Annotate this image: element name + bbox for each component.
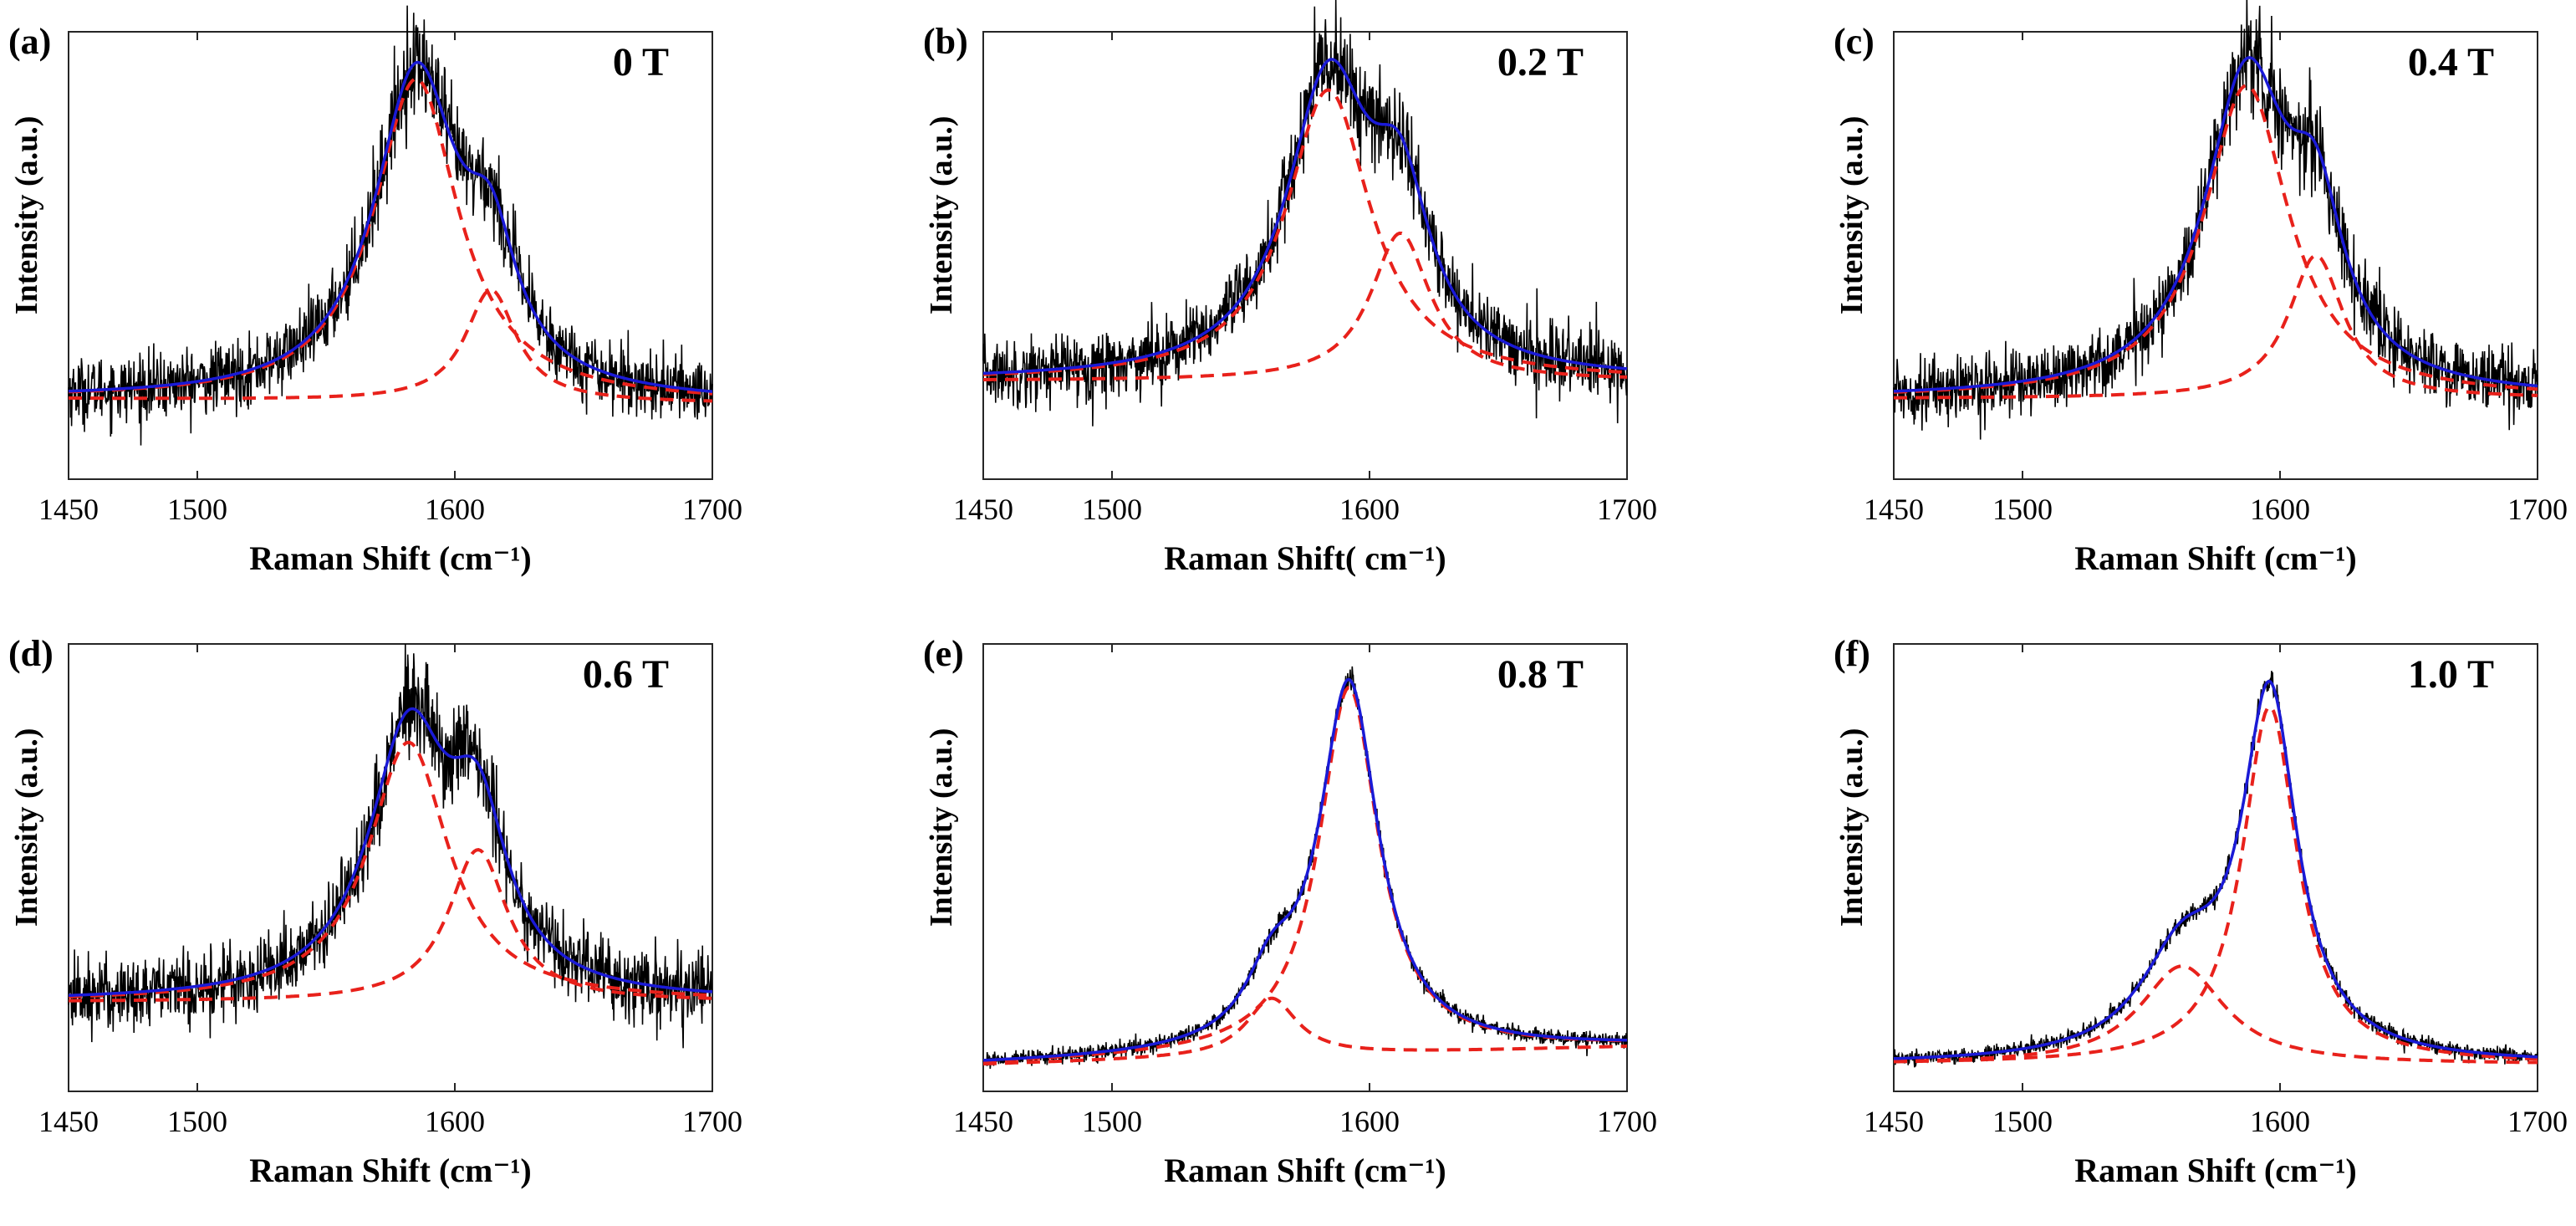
total-fit-line [982, 677, 1627, 1062]
x-tick-label: 1600 [1339, 1105, 1400, 1138]
lorentzian-component-1 [68, 77, 713, 396]
plot-frame [982, 643, 1628, 1092]
measured-data-line [1893, 671, 2538, 1068]
lorentzian-component-2 [1894, 253, 2538, 400]
x-tick-label: 1700 [682, 1105, 742, 1138]
x-tick-label: 1500 [167, 493, 227, 526]
chart-panel-f: 1450 1500 1600 1700 Raman Shift (cm⁻¹) Intens… [1834, 633, 2568, 1189]
field-label: 0 T [613, 40, 669, 84]
field-label: 0.8 T [1497, 652, 1584, 697]
panel-label: (c) [1834, 21, 1875, 62]
x-tick-label: 1500 [1992, 1105, 2053, 1138]
x-tick-label: 1450 [38, 1105, 99, 1138]
x-tick-label: 1500 [1082, 493, 1142, 526]
x-axis-label: Raman Shift (cm⁻¹) [1164, 1152, 1446, 1189]
x-axis-label: Raman Shift (cm⁻¹) [249, 539, 532, 577]
lorentzian-component-1 [1893, 84, 2538, 394]
plot-frame [982, 31, 1628, 480]
total-fit-line [1893, 56, 2538, 393]
lorentzian-component-2 [1893, 964, 2538, 1065]
x-tick-label: 1500 [1082, 1105, 1142, 1138]
x-axis-label: Raman Shift (cm⁻¹) [2074, 539, 2357, 577]
plot-frame [68, 31, 713, 480]
x-tick-label: 1450 [1864, 1105, 1924, 1138]
total-fit-line [68, 60, 713, 393]
plot-frame [1893, 31, 2538, 480]
measured-data-line [68, 5, 713, 446]
measured-data-line [982, 666, 1628, 1070]
x-tick-label: 1700 [682, 493, 742, 526]
x-tick-label: 1500 [1992, 493, 2053, 526]
x-tick-label: 1700 [1597, 493, 1657, 526]
x-tick-label: 1600 [1339, 493, 1400, 526]
panel-label: (f) [1834, 633, 1870, 674]
lorentzian-component-2 [982, 996, 1627, 1066]
lorentzian-component-2 [69, 288, 713, 403]
field-label: 0.6 T [583, 652, 669, 697]
field-label: 1.0 T [2408, 652, 2494, 697]
x-tick-label: 1700 [1597, 1105, 1657, 1138]
y-axis-label: Intensity (a.u.) [1834, 116, 1870, 315]
lorentzian-component-1 [68, 740, 713, 999]
y-axis-label: Intensity (a.u.) [1834, 728, 1870, 927]
x-tick-label: 1450 [953, 493, 1013, 526]
x-tick-label: 1700 [2507, 1105, 2568, 1138]
total-fit-line [68, 707, 713, 998]
panel-label: (b) [923, 21, 968, 62]
y-axis-label: Intensity (a.u.) [9, 116, 44, 315]
plot-frame [1893, 643, 2538, 1092]
chart-panel-d: 1450 1500 1600 1700 Raman Shift (cm⁻¹) Intens… [8, 633, 742, 1189]
lorentzian-component-1 [1894, 704, 2538, 1064]
x-tick-label: 1700 [2507, 493, 2568, 526]
y-axis-label: Intensity (a.u.) [9, 728, 44, 927]
chart-panel-c: 1450 1500 1600 1700 Raman Shift (cm⁻¹) Intens… [1834, 0, 2568, 577]
measured-data-line [1893, 0, 2538, 440]
x-tick-label: 1600 [425, 1105, 485, 1138]
panel-label: (d) [8, 633, 54, 674]
chart-panel-e: 1450 1500 1600 1700 Raman Shift (cm⁻¹) Intens… [923, 633, 1657, 1189]
x-axis-label: Raman Shift (cm⁻¹) [2074, 1152, 2357, 1189]
x-tick-label: 1450 [953, 1105, 1013, 1138]
x-tick-label: 1450 [1864, 493, 1924, 526]
x-axis-label: Raman Shift (cm⁻¹) [249, 1152, 532, 1189]
lorentzian-component-2 [983, 231, 1627, 381]
y-axis-label: Intensity (a.u.) [924, 728, 959, 927]
lorentzian-component-1 [982, 686, 1627, 1063]
x-axis-label: Raman Shift( cm⁻¹) [1164, 539, 1446, 577]
x-tick-label: 1600 [425, 493, 485, 526]
field-label: 0.2 T [1497, 40, 1584, 84]
plot-frame [68, 643, 713, 1092]
chart-panel-b: 1450 1500 1600 1700 Raman Shift( cm⁻¹) Intens… [923, 0, 1657, 577]
y-axis-label: Intensity (a.u.) [924, 116, 959, 315]
x-tick-label: 1600 [2250, 1105, 2310, 1138]
chart-panel-a: 1450 1500 1600 1700 Raman Shift (cm⁻¹) Intens… [8, 5, 742, 577]
total-fit-line [1893, 679, 2538, 1060]
panel-label: (e) [923, 633, 964, 674]
total-fit-line [982, 58, 1628, 375]
panel-label: (a) [8, 21, 51, 62]
x-tick-label: 1500 [167, 1105, 227, 1138]
x-tick-label: 1600 [2250, 493, 2310, 526]
field-label: 0.4 T [2408, 40, 2494, 84]
x-tick-label: 1450 [38, 493, 99, 526]
